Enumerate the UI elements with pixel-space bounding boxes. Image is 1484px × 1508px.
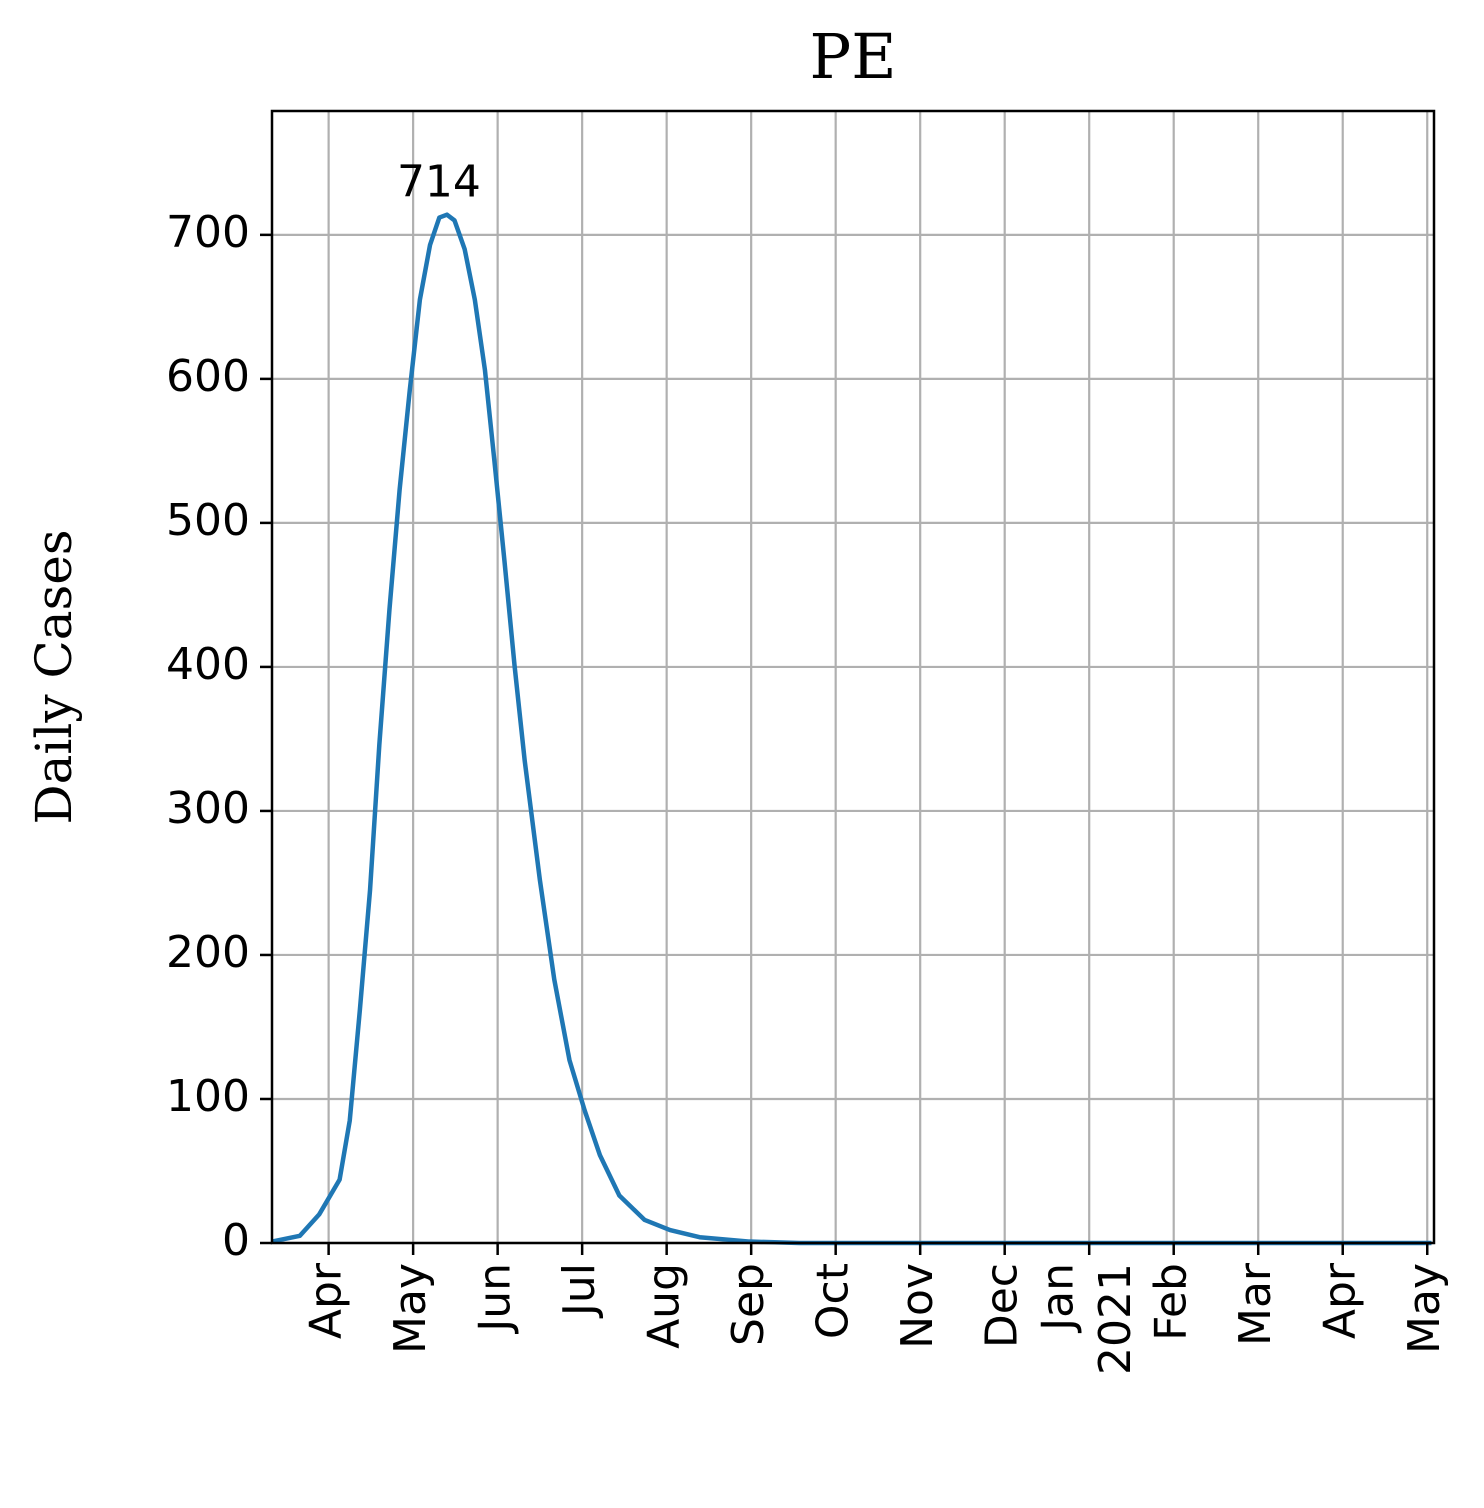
y-tick-label: 400 [166, 639, 250, 690]
x-tick-label: Dec [977, 1263, 1028, 1348]
x-tick-label: Apr [1315, 1262, 1366, 1339]
x-tick-label: May [1399, 1263, 1450, 1354]
x-tick-label: Jun [470, 1263, 521, 1335]
x-tick-label: Nov [892, 1263, 943, 1349]
chart-title: PE [810, 20, 897, 93]
x-tick-label: Apr [301, 1262, 352, 1339]
axes-frame [270, 109, 1436, 1245]
y-tick-label: 500 [166, 495, 250, 546]
x-tick-label: Mar [1230, 1262, 1281, 1346]
y-tick-label: 700 [166, 207, 250, 258]
y-tick-label: 200 [166, 927, 250, 978]
plot-area [271, 212, 1432, 1246]
grid [272, 111, 1434, 1245]
x-tick-label: Aug [639, 1263, 690, 1349]
y-tick-label: 600 [166, 351, 250, 402]
y-tick-label: 100 [166, 1071, 250, 1122]
y-tick-label: 0 [222, 1215, 250, 1266]
y-tick-label: 300 [166, 783, 250, 834]
x-tick-label: Feb [1146, 1263, 1197, 1341]
y-axis-label: Daily Cases [25, 530, 83, 825]
x-tick-label: Jul [554, 1263, 605, 1319]
x-tick-label: May [385, 1263, 436, 1354]
x-tick-label: Jan 2021 [1033, 1263, 1141, 1375]
x-tick-label: Sep [723, 1263, 774, 1346]
data-line [271, 212, 1432, 1246]
x-tick-label: Oct [808, 1263, 859, 1339]
annotation: 714 [397, 157, 481, 208]
